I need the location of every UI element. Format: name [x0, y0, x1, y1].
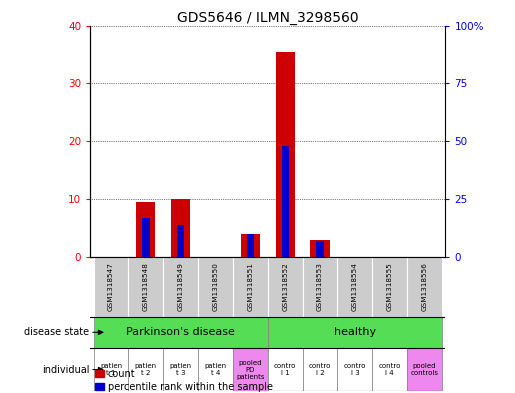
Text: contro
l 2: contro l 2	[309, 363, 331, 376]
Text: GSM1318551: GSM1318551	[247, 263, 253, 311]
Bar	[407, 348, 442, 391]
Bar	[316, 241, 324, 257]
Text: GSM1318550: GSM1318550	[213, 263, 218, 311]
Bar	[177, 225, 184, 257]
Bar	[276, 51, 295, 257]
Text: pooled
PD
patients: pooled PD patients	[236, 360, 265, 380]
Bar	[268, 317, 442, 348]
Bar	[198, 348, 233, 391]
Bar	[171, 199, 190, 257]
Bar	[311, 240, 330, 257]
Text: GSM1318547: GSM1318547	[108, 263, 114, 311]
Bar	[233, 348, 268, 391]
Bar	[337, 348, 372, 391]
Bar	[94, 257, 128, 317]
Bar	[247, 234, 254, 257]
Bar	[198, 257, 233, 317]
Text: contro
l 4: contro l 4	[379, 363, 401, 376]
Text: GSM1318554: GSM1318554	[352, 263, 358, 311]
Title: GDS5646 / ILMN_3298560: GDS5646 / ILMN_3298560	[177, 11, 358, 24]
Text: patien
t 2: patien t 2	[135, 363, 157, 376]
Bar	[268, 348, 303, 391]
Text: GSM1318553: GSM1318553	[317, 263, 323, 311]
Text: healthy: healthy	[334, 327, 376, 337]
Bar	[303, 257, 337, 317]
Text: GSM1318555: GSM1318555	[387, 263, 393, 311]
Text: individual: individual	[42, 365, 90, 375]
Text: pooled
controls: pooled controls	[410, 363, 439, 376]
Text: GSM1318556: GSM1318556	[422, 263, 427, 311]
Text: patien
t 3: patien t 3	[169, 363, 192, 376]
Bar	[128, 348, 163, 391]
Text: patien
t 4: patien t 4	[204, 363, 227, 376]
Bar	[268, 257, 303, 317]
Text: GSM1318548: GSM1318548	[143, 263, 149, 311]
Bar	[372, 257, 407, 317]
Bar	[142, 218, 149, 257]
Bar	[233, 257, 268, 317]
Bar	[94, 317, 268, 348]
Bar	[282, 146, 289, 257]
Bar	[94, 348, 128, 391]
Text: patien
t 1: patien t 1	[100, 363, 122, 376]
Bar	[163, 257, 198, 317]
Bar	[241, 234, 260, 257]
Text: Parkinson's disease: Parkinson's disease	[126, 327, 235, 337]
Legend: count, percentile rank within the sample: count, percentile rank within the sample	[95, 369, 272, 392]
Text: disease state: disease state	[24, 327, 90, 337]
Text: GSM1318552: GSM1318552	[282, 263, 288, 311]
Bar	[407, 257, 442, 317]
Bar	[128, 257, 163, 317]
Bar	[136, 202, 156, 257]
Bar	[372, 348, 407, 391]
Bar	[337, 257, 372, 317]
Bar	[163, 348, 198, 391]
Bar	[303, 348, 337, 391]
Text: contro
l 3: contro l 3	[344, 363, 366, 376]
Text: GSM1318549: GSM1318549	[178, 263, 184, 311]
Text: contro
l 1: contro l 1	[274, 363, 297, 376]
